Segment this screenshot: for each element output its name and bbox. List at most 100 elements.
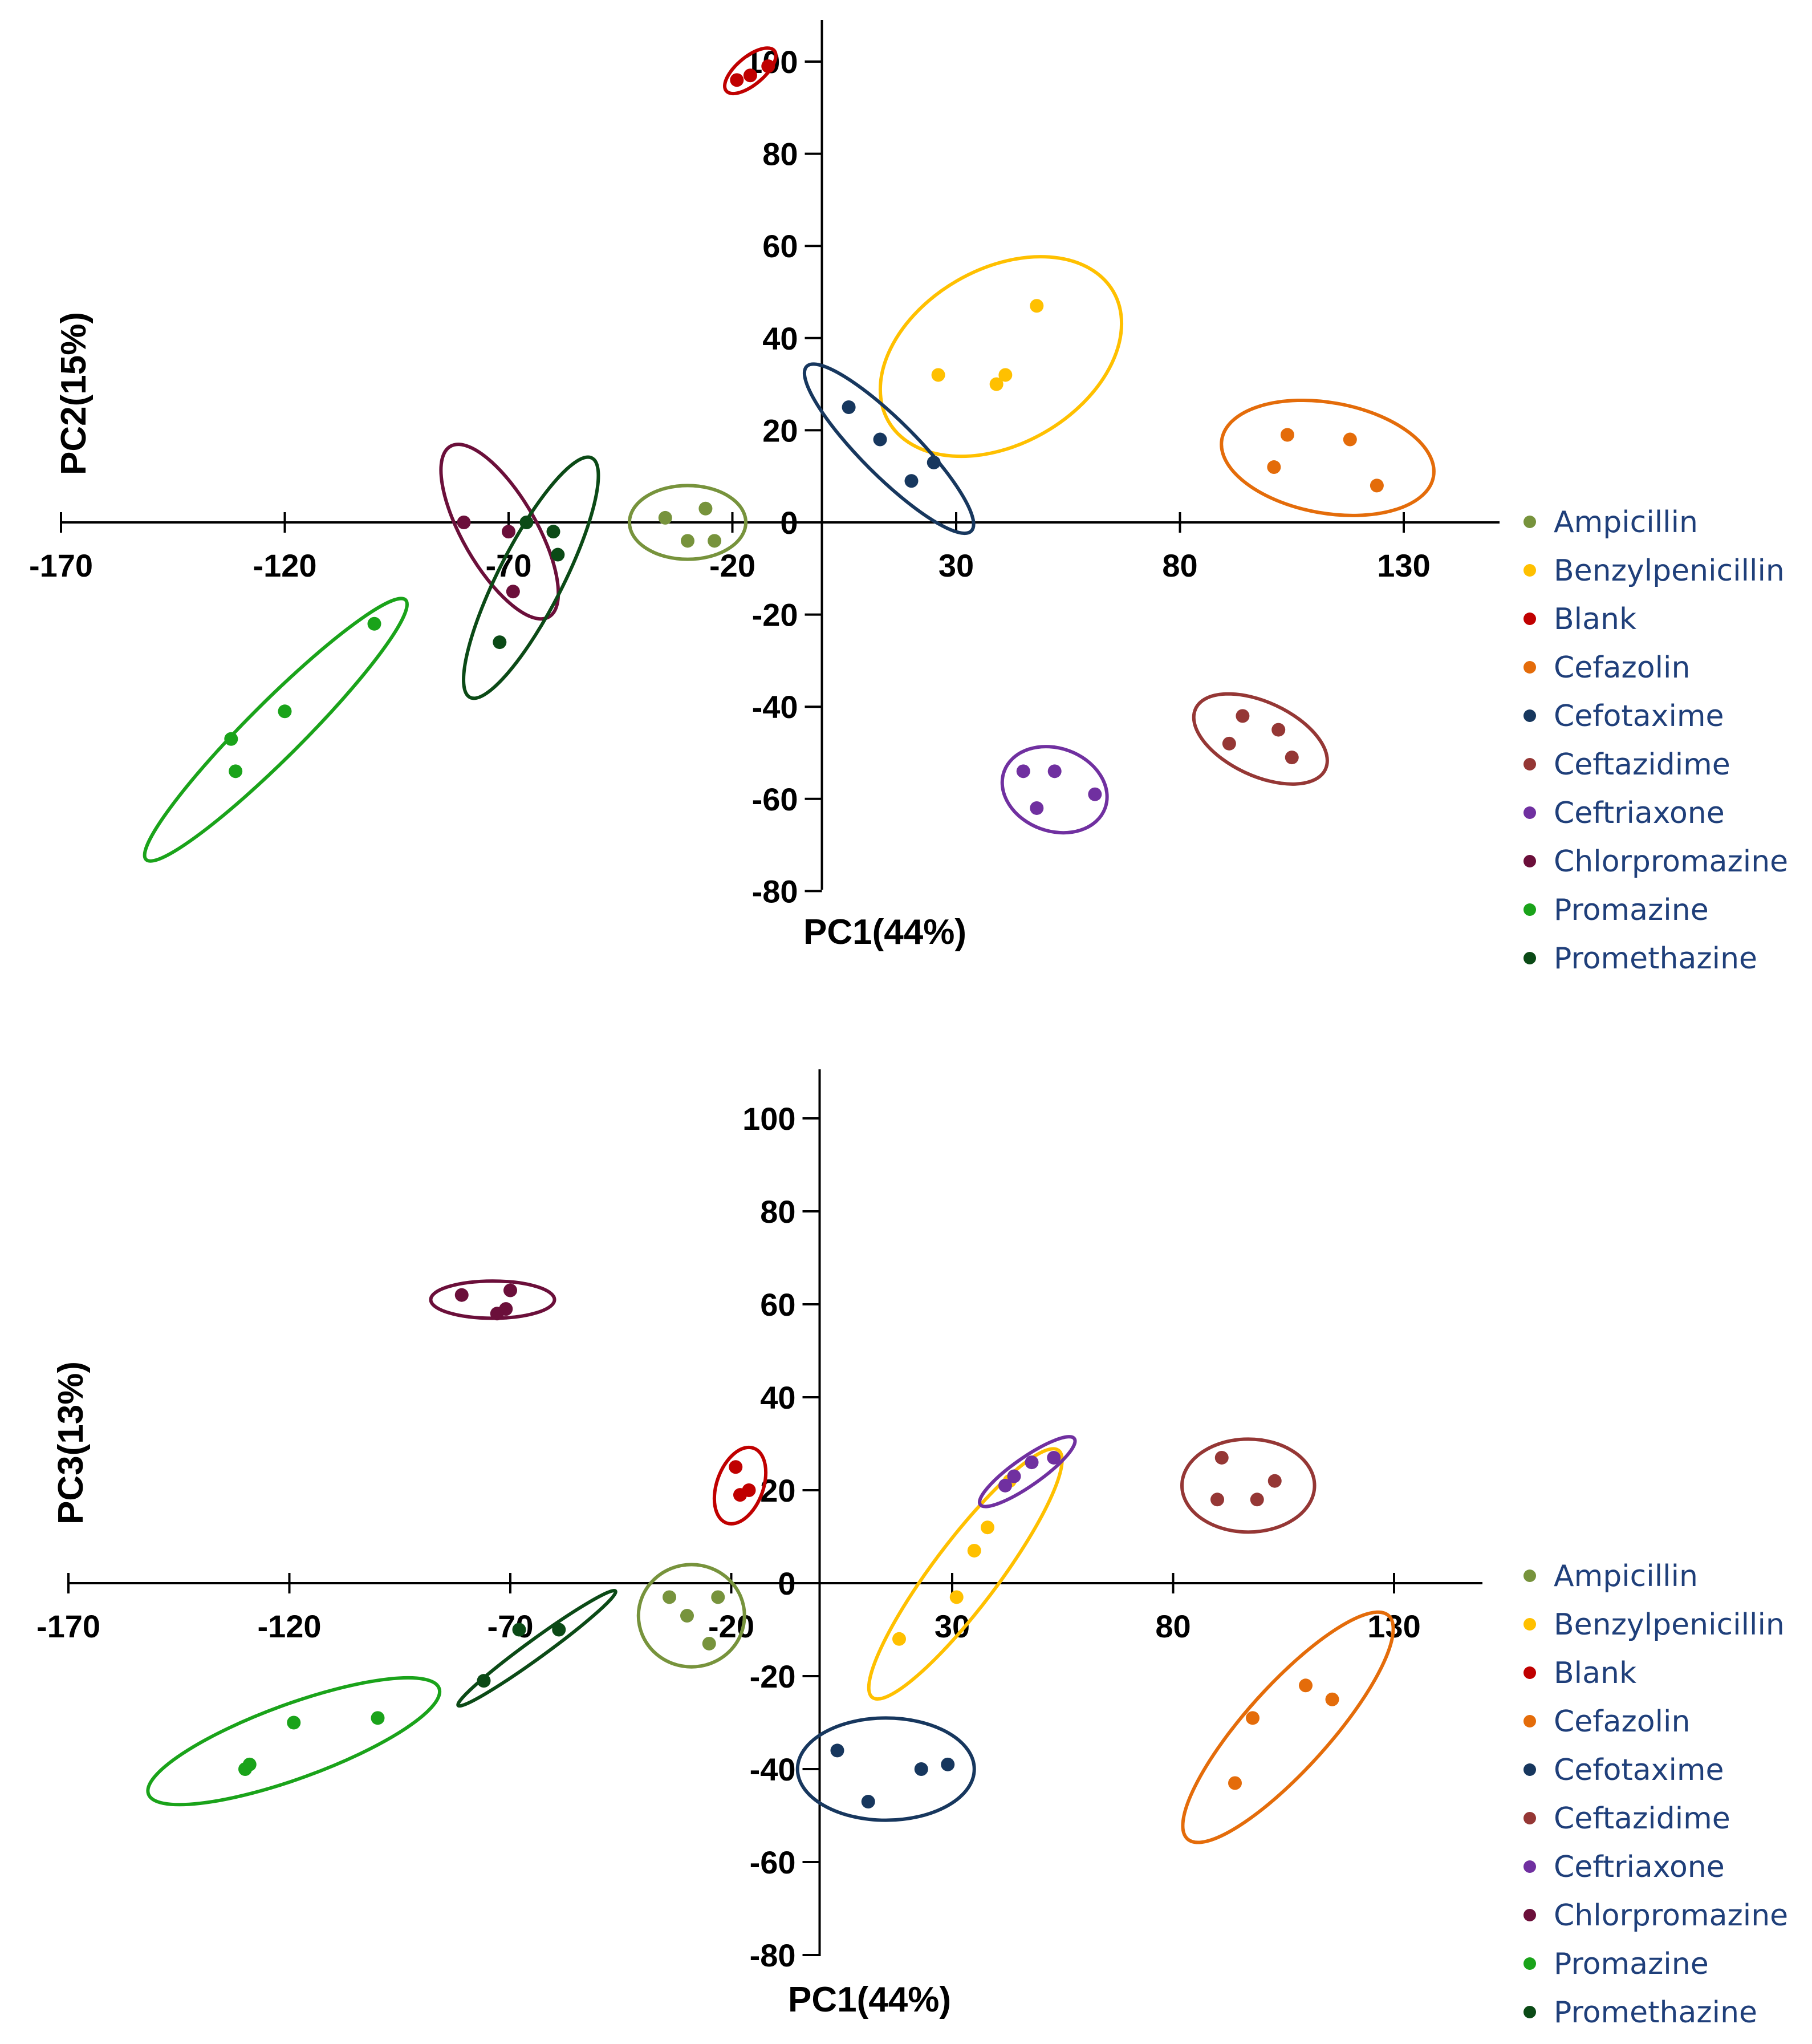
legend-label: Ceftriaxone xyxy=(1554,796,1725,830)
data-point xyxy=(546,525,560,539)
series-promethazine xyxy=(456,1589,617,1708)
y-axis-title: PC3(13%) xyxy=(51,1361,91,1524)
data-point xyxy=(1210,1493,1224,1507)
y-tick-label: -60 xyxy=(750,1844,796,1880)
data-point xyxy=(892,1632,906,1646)
data-point xyxy=(949,1590,964,1604)
legend-marker xyxy=(1523,1715,1536,1727)
data-point xyxy=(367,617,381,631)
legend-label: Ampicillin xyxy=(1554,1559,1698,1593)
confidence-ellipse xyxy=(878,255,1124,459)
legend-label: Cefazolin xyxy=(1554,1705,1690,1739)
legend-marker xyxy=(1523,613,1536,625)
x-axis-title: PC1(44%) xyxy=(788,1980,951,2019)
legend-marker xyxy=(1523,806,1536,819)
y-tick-label: -20 xyxy=(750,1658,796,1694)
legend-label: Ampicillin xyxy=(1554,505,1698,540)
data-point xyxy=(981,1520,994,1535)
data-point xyxy=(1016,764,1030,778)
data-point xyxy=(998,368,1013,382)
series-chlorpromazine xyxy=(429,1279,556,1321)
series-promazine xyxy=(146,1676,442,1807)
data-point xyxy=(1047,764,1062,778)
series-cefazolin xyxy=(1181,1610,1395,1844)
legend-label: Ceftazidime xyxy=(1554,1802,1730,1836)
data-point xyxy=(658,510,672,525)
series-ampicillin xyxy=(627,484,748,561)
y-tick-label: 80 xyxy=(762,136,798,172)
data-point xyxy=(1271,723,1286,737)
plot-panel-1: -170 -120 -70 -20 30 80 130-80-60-40-200204060… xyxy=(29,20,1788,976)
series-ceftazidime xyxy=(1180,1437,1317,1534)
confidence-ellipse xyxy=(867,1447,1064,1701)
legend-marker xyxy=(1523,661,1536,674)
data-point xyxy=(873,432,887,447)
legend-marker xyxy=(1523,1763,1536,1776)
data-point xyxy=(1246,1711,1260,1725)
legend-marker xyxy=(1523,952,1536,964)
legend-marker xyxy=(1523,855,1536,867)
y-tick-label: 40 xyxy=(760,1380,795,1416)
data-point xyxy=(1267,460,1281,474)
y-tick-label: -60 xyxy=(752,781,798,817)
data-point xyxy=(224,732,238,746)
data-point xyxy=(454,1288,469,1302)
legend-label: Promethazine xyxy=(1554,942,1757,976)
series-cefotaxime xyxy=(802,362,976,536)
legend-label: Benzylpenicillin xyxy=(1554,1608,1785,1642)
confidence-ellipse xyxy=(627,484,748,561)
legend-label: Blank xyxy=(1554,1656,1636,1690)
legend-label: Chlorpromazine xyxy=(1554,1899,1788,1933)
series-ceftazidime xyxy=(1192,692,1329,786)
y-tick-label: 0 xyxy=(778,1566,795,1601)
data-point xyxy=(371,1711,385,1725)
x-tick-label: -170 xyxy=(29,548,93,583)
confidence-ellipse xyxy=(1000,745,1109,835)
y-tick-label: 80 xyxy=(760,1194,795,1230)
series-ceftriaxone xyxy=(1000,745,1109,835)
data-point xyxy=(708,534,722,548)
legend-marker xyxy=(1523,1909,1536,1921)
series-cefazolin xyxy=(1220,398,1436,517)
data-point xyxy=(941,1757,955,1771)
confidence-ellipse xyxy=(802,362,976,536)
legend-label: Ceftriaxone xyxy=(1554,1850,1725,1884)
x-tick-label: 80 xyxy=(1162,548,1197,583)
data-point xyxy=(1370,478,1384,493)
data-point xyxy=(730,73,744,87)
data-point xyxy=(842,400,856,414)
data-point xyxy=(1007,1469,1021,1483)
x-tick-label: -120 xyxy=(257,1608,321,1644)
data-point xyxy=(457,516,471,529)
x-tick-label: -120 xyxy=(253,548,316,583)
legend: Ampicillin Benzylpenicillin Blank Cefazolin… xyxy=(1523,505,1788,976)
confidence-ellipse xyxy=(143,597,409,863)
legend-label: Promazine xyxy=(1554,1947,1709,1981)
data-point xyxy=(989,377,1003,391)
data-point xyxy=(512,1623,526,1637)
data-point xyxy=(681,534,694,548)
confidence-ellipse xyxy=(456,1589,617,1708)
data-point xyxy=(1025,1455,1039,1470)
data-point xyxy=(506,585,520,599)
legend-label: Cefazolin xyxy=(1554,651,1690,685)
data-point xyxy=(914,1762,928,1776)
y-tick-label: -80 xyxy=(750,1937,796,1973)
series-promethazine xyxy=(462,455,600,700)
data-point xyxy=(1285,751,1299,765)
legend-marker xyxy=(1523,758,1536,770)
legend: Ampicillin Benzylpenicillin Blank Cefazolin… xyxy=(1523,1559,1788,2030)
series-cefotaxime xyxy=(795,1716,976,1822)
data-point xyxy=(743,68,757,83)
x-tick-label: -170 xyxy=(36,1608,100,1644)
data-point xyxy=(729,1460,743,1474)
data-point xyxy=(1236,709,1250,723)
confidence-ellipse xyxy=(1180,1437,1317,1534)
data-point xyxy=(927,455,941,469)
data-point xyxy=(229,764,243,778)
data-point xyxy=(1228,1776,1242,1790)
legend-label: Chlorpromazine xyxy=(1554,845,1788,879)
data-point xyxy=(931,368,945,382)
